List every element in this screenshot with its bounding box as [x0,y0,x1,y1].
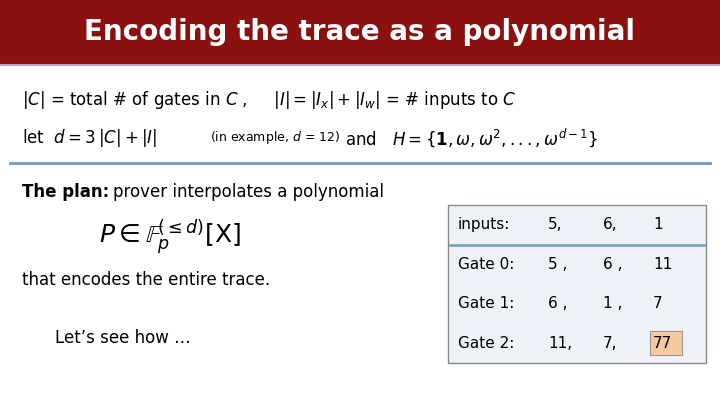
Text: prover interpolates a polynomial: prover interpolates a polynomial [113,183,384,201]
Text: $P \in \mathbb{F}_p^{(\leq d)}[\mathrm{X}]$: $P \in \mathbb{F}_p^{(\leq d)}[\mathrm{X… [99,217,241,257]
Text: 1 ,: 1 , [603,296,622,311]
Text: 6 ,: 6 , [603,257,623,272]
Text: and   $H = \{{\bf 1}, \omega, \omega^2, ..., \omega^{d-1}\}$: and $H = \{{\bf 1}, \omega, \omega^2, ..… [345,127,598,149]
Text: let  $d = 3\,|C| + |I|$: let $d = 3\,|C| + |I|$ [22,127,158,149]
Text: inputs:: inputs: [458,217,510,232]
Text: $|C|$ = total # of gates in $C$ ,     $|I| = |I_x| + |I_w|$ = # inputs to $C$: $|C|$ = total # of gates in $C$ , $|I| =… [22,89,516,111]
Text: 7: 7 [653,296,662,311]
Text: Encoding the trace as a polynomial: Encoding the trace as a polynomial [84,19,636,47]
Text: Gate 0:: Gate 0: [458,257,514,272]
Text: 11: 11 [653,257,672,272]
Text: 5 ,: 5 , [548,257,567,272]
Text: 1: 1 [653,217,662,232]
Text: 11,: 11, [548,336,572,351]
Text: Gate 1:: Gate 1: [458,296,514,311]
Text: 77: 77 [653,336,672,351]
Text: (in example, $d$ = 12): (in example, $d$ = 12) [210,130,341,147]
Text: Let’s see how …: Let’s see how … [55,329,191,347]
Text: The plan:: The plan: [22,183,109,201]
Text: 5,: 5, [548,217,562,232]
Text: 6 ,: 6 , [548,296,567,311]
Bar [650,331,682,355]
Text: Gate 2:: Gate 2: [458,336,514,351]
Bar [448,205,706,363]
Bar [0,0,720,65]
Text: 6,: 6, [603,217,618,232]
Text: that encodes the entire trace.: that encodes the entire trace. [22,271,270,289]
Text: 7,: 7, [603,336,618,351]
